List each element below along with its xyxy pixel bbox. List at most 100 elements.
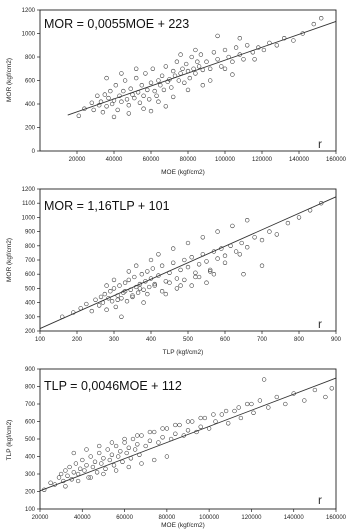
y-tick-label: 1000 xyxy=(22,215,36,221)
data-point xyxy=(119,314,124,319)
y-tick-label: 900 xyxy=(25,367,36,373)
data-point xyxy=(139,433,144,438)
data-point xyxy=(200,235,205,240)
data-point xyxy=(211,412,216,417)
data-point xyxy=(122,78,128,83)
x-tick-label: 120000 xyxy=(241,515,262,521)
y-tick-label: 600 xyxy=(25,79,36,85)
data-point xyxy=(156,252,161,257)
data-point xyxy=(167,280,172,285)
data-point xyxy=(152,88,157,94)
data-point xyxy=(182,80,187,85)
y-ticks: 0 200 400 600 800 1000 1200 xyxy=(22,8,40,155)
y-ticks: 100 200 300 400 500 600 700 800 900 xyxy=(25,367,40,513)
data-point xyxy=(237,252,242,257)
data-point xyxy=(159,289,165,294)
data-point xyxy=(71,470,76,475)
data-point xyxy=(296,215,302,220)
data-point xyxy=(193,274,198,280)
x-ticks: 20000 40000 60000 80000 100000 120000 140000 16… xyxy=(69,151,347,163)
chart-title: TLP = 0,0046MOE + 112 xyxy=(44,379,182,393)
data-point xyxy=(101,471,106,477)
data-point xyxy=(204,280,209,285)
data-point xyxy=(193,47,198,53)
data-point xyxy=(230,59,235,64)
data-point xyxy=(84,447,89,452)
data-point xyxy=(143,71,148,76)
data-point xyxy=(111,277,117,283)
data-point xyxy=(187,75,192,81)
data-point xyxy=(163,64,168,69)
data-point xyxy=(323,394,328,400)
data-point xyxy=(182,257,187,263)
data-point xyxy=(103,466,108,471)
data-point xyxy=(58,471,64,477)
data-point xyxy=(141,287,146,292)
data-point xyxy=(88,454,93,459)
data-point xyxy=(249,401,254,407)
data-point xyxy=(71,450,76,456)
data-point xyxy=(137,100,143,105)
y-tick-label: 300 xyxy=(25,472,36,478)
data-point xyxy=(154,93,159,98)
data-point xyxy=(122,436,127,442)
data-point xyxy=(274,43,279,48)
data-point xyxy=(252,57,257,62)
data-point xyxy=(148,80,154,85)
data-point xyxy=(196,64,202,69)
data-point xyxy=(191,66,196,71)
data-point xyxy=(215,229,220,234)
chart-mor-vs-moe: MOR (kgf/cm2) 0 200 400 600 800 1000 1200 2000… xyxy=(6,8,347,176)
data-point xyxy=(141,300,146,305)
data-point xyxy=(215,57,220,62)
data-point xyxy=(104,283,109,288)
data-point xyxy=(164,454,170,459)
data-point xyxy=(169,85,174,90)
data-point xyxy=(75,478,81,484)
data-point xyxy=(98,294,104,300)
data-point xyxy=(113,83,118,88)
x-tick-label: 100 xyxy=(35,337,46,343)
data-point xyxy=(99,461,104,466)
data-point xyxy=(102,291,107,297)
data-point xyxy=(120,459,125,464)
data-point xyxy=(171,94,176,100)
x-tick-label: 20000 xyxy=(69,157,86,163)
data-point xyxy=(97,303,102,308)
data-point xyxy=(178,71,183,76)
data-point xyxy=(274,232,279,237)
x-tick-label: 800 xyxy=(294,337,305,343)
data-point xyxy=(115,297,120,302)
data-point xyxy=(141,93,146,98)
data-point xyxy=(94,470,100,475)
data-point xyxy=(282,36,287,41)
data-point xyxy=(241,57,246,62)
data-point xyxy=(261,47,267,53)
chart-mor-vs-tlp: MOR (kgf/cm2) 20030040050060070080090010… xyxy=(6,187,342,356)
data-point xyxy=(111,286,117,291)
data-point xyxy=(119,71,124,76)
y-axis-label: MOR (kgf/cm2) xyxy=(6,58,13,102)
data-point xyxy=(135,433,140,438)
data-point xyxy=(232,408,237,414)
data-point xyxy=(222,47,228,53)
data-point xyxy=(283,401,288,407)
data-point xyxy=(152,283,157,288)
data-point xyxy=(145,87,150,93)
data-point xyxy=(101,456,106,461)
data-point xyxy=(145,291,150,297)
regression-line xyxy=(39,377,337,492)
data-point xyxy=(211,50,217,55)
data-point xyxy=(196,262,202,267)
data-point xyxy=(118,449,123,454)
x-tick-label: 60000 xyxy=(143,157,160,163)
x-tick-label: 160000 xyxy=(326,515,347,521)
data-point xyxy=(185,264,191,270)
y-tick-label: 200 xyxy=(25,329,36,335)
data-point xyxy=(159,73,165,78)
data-point xyxy=(302,398,307,403)
y-tick-label: 600 xyxy=(25,272,36,278)
data-point xyxy=(78,466,83,471)
data-point xyxy=(185,240,191,246)
x-tick-label: 300 xyxy=(109,337,120,343)
